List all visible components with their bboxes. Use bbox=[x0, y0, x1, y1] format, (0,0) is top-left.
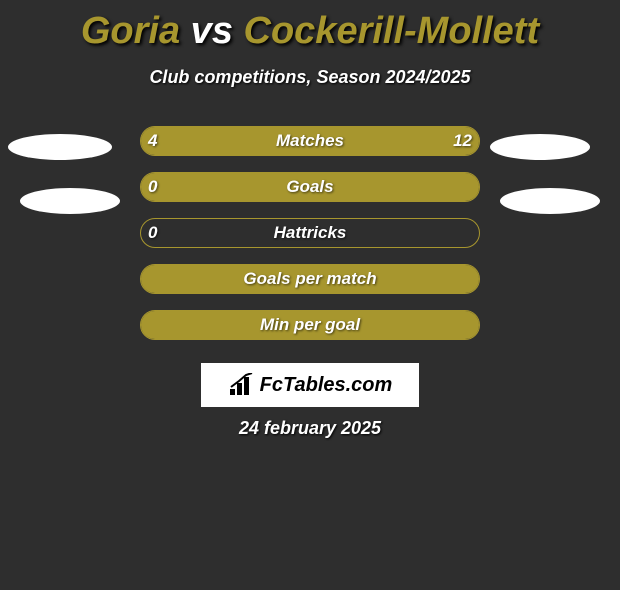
stat-row: Goals per match bbox=[0, 264, 620, 296]
stat-row: Hattricks0 bbox=[0, 218, 620, 250]
player-photo-placeholder bbox=[20, 188, 120, 214]
date-text: 24 february 2025 bbox=[0, 418, 620, 439]
fctables-logo: FcTables.com bbox=[201, 363, 419, 407]
subtitle: Club competitions, Season 2024/2025 bbox=[0, 67, 620, 88]
player1-name: Goria bbox=[81, 10, 180, 52]
vs-text: vs bbox=[180, 10, 243, 52]
stat-label: Hattricks bbox=[140, 218, 480, 248]
logo-bars-icon bbox=[228, 373, 256, 397]
logo-inner: FcTables.com bbox=[228, 373, 393, 397]
stat-value-left: 4 bbox=[148, 126, 157, 156]
stat-row: Min per goal bbox=[0, 310, 620, 342]
stat-value-left: 0 bbox=[148, 218, 157, 248]
stat-label: Min per goal bbox=[140, 310, 480, 340]
player2-name: Cockerill-Mollett bbox=[244, 10, 540, 52]
stat-label: Matches bbox=[140, 126, 480, 156]
comparison-title: Goria vs Cockerill-Mollett bbox=[0, 10, 620, 53]
logo-text: FcTables.com bbox=[260, 374, 393, 397]
stat-label: Goals bbox=[140, 172, 480, 202]
stat-value-left: 0 bbox=[148, 172, 157, 202]
player-photo-placeholder bbox=[490, 134, 590, 160]
stat-value-right: 12 bbox=[453, 126, 472, 156]
player-photo-placeholder bbox=[500, 188, 600, 214]
player-photo-placeholder bbox=[8, 134, 112, 160]
stat-label: Goals per match bbox=[140, 264, 480, 294]
